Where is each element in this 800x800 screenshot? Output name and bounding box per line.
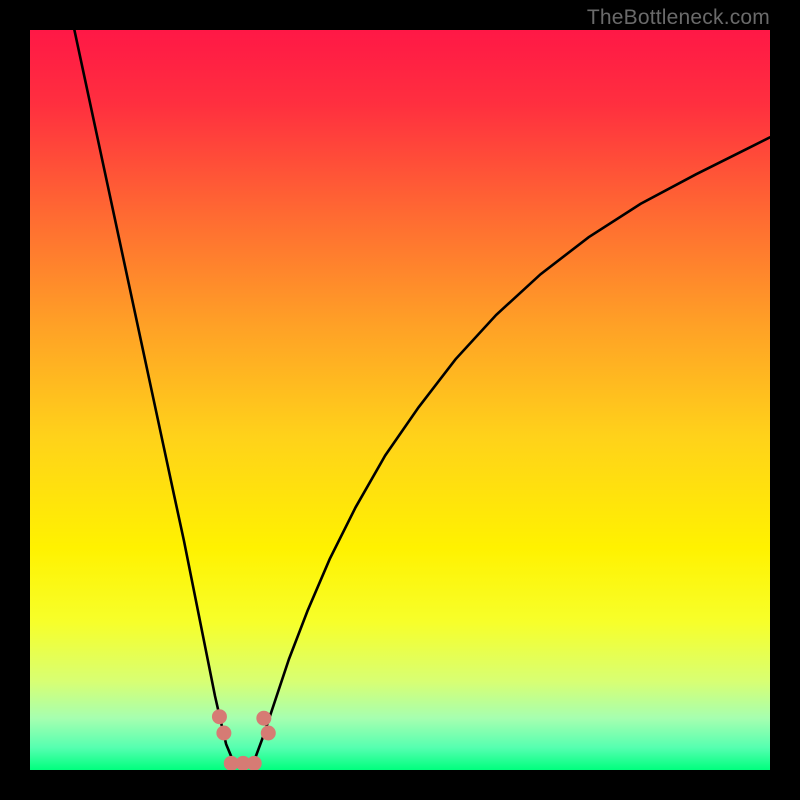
curves-layer [30, 30, 770, 770]
curve-left [74, 30, 231, 757]
plot-area [30, 30, 770, 770]
marker-points [212, 709, 276, 770]
curve-right [256, 137, 770, 756]
watermark-text: TheBottleneck.com [587, 6, 770, 30]
